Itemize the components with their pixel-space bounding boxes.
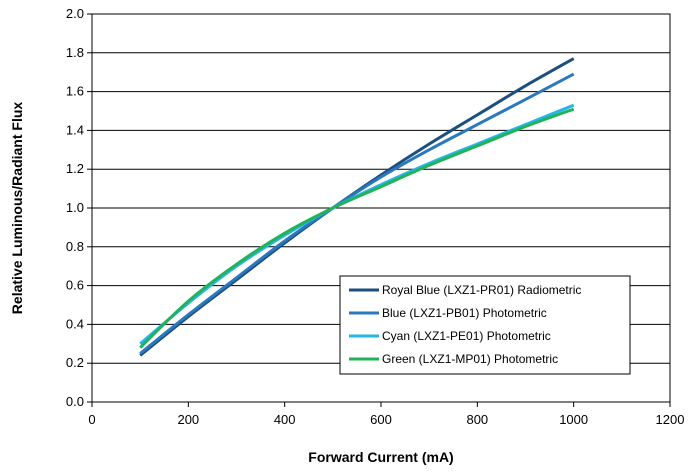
- y-tick-label: 2.0: [66, 6, 84, 21]
- y-tick-label: 0.0: [66, 394, 84, 409]
- y-tick-label: 1.6: [66, 84, 84, 99]
- y-axis-title: Relative Luminous/Radiant Flux: [9, 102, 25, 315]
- x-tick-label: 1200: [656, 412, 685, 427]
- series-lines: [139, 57, 575, 357]
- x-tick-label: 400: [274, 412, 296, 427]
- y-tick-label: 1.2: [66, 161, 84, 176]
- x-tick-label: 800: [466, 412, 488, 427]
- x-axis-ticks: 0 200 400 600 800 1000 1200: [88, 402, 684, 427]
- x-tick-label: 600: [370, 412, 392, 427]
- legend-box: [339, 275, 631, 375]
- x-tick-label: 200: [177, 412, 199, 427]
- x-axis-title: Forward Current (mA): [308, 449, 453, 465]
- y-tick-label: 0.8: [66, 239, 84, 254]
- x-tick-label: 1000: [559, 412, 588, 427]
- x-tick-label: 0: [88, 412, 95, 427]
- y-tick-label: 0.2: [66, 355, 84, 370]
- legend-label: Cyan (LXZ1-PE01) Photometric: [382, 329, 551, 343]
- y-axis-ticks: 0.0 0.2 0.4 0.6 0.8 1.0 1.2 1.4 1.6 1.8 2.0: [66, 6, 92, 409]
- legend-label: Royal Blue (LXZ1-PR01) Radiometric: [382, 283, 581, 297]
- y-tick-label: 0.6: [66, 278, 84, 293]
- series-line-2: [139, 72, 575, 355]
- y-tick-label: 1.8: [66, 45, 84, 60]
- legend-label: Green (LXZ1-MP01) Photometric: [382, 352, 558, 366]
- y-tick-label: 0.4: [66, 316, 84, 331]
- y-tick-label: 1.0: [66, 200, 84, 215]
- series-line-4: [139, 107, 575, 349]
- legend-label: Blue (LXZ1-PB01) Photometric: [382, 306, 547, 320]
- y-tick-label: 1.4: [66, 122, 84, 137]
- legend: Royal Blue (LXZ1-PR01) Radiometric Blue (…: [339, 275, 631, 375]
